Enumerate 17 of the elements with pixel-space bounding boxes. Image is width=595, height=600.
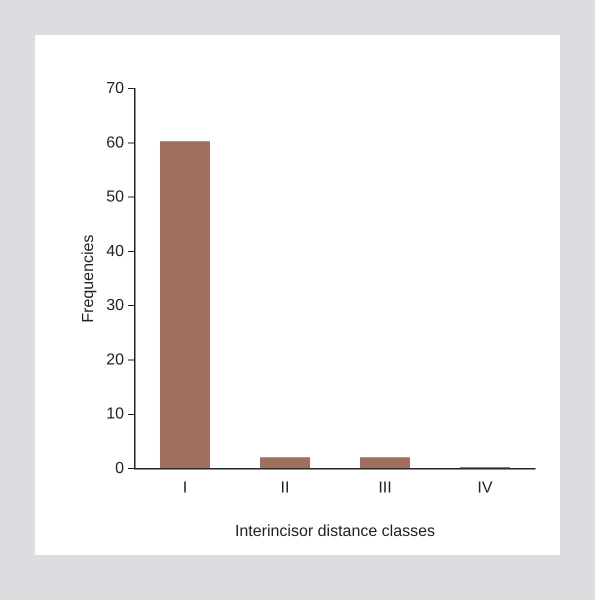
x-tick-label: III <box>378 480 392 497</box>
y-tick-label: 10 <box>106 406 124 423</box>
x-tick-label: IV <box>477 480 493 497</box>
x-tick-label: II <box>280 480 290 497</box>
y-tick-label: 30 <box>106 297 124 314</box>
x-tick-label: I <box>182 480 188 497</box>
y-tick-label: 20 <box>106 351 124 368</box>
y-tick-label: 40 <box>106 242 124 260</box>
x-axis-title: Interincisor distance classes <box>234 522 436 540</box>
bar <box>160 141 210 468</box>
y-tick-label: 70 <box>106 80 124 98</box>
y-tick-label: 0 <box>115 460 124 478</box>
y-tick-label: 60 <box>106 134 124 152</box>
bar <box>360 457 410 468</box>
y-tick-label: 50 <box>106 188 124 206</box>
y-axis-title: Frequencies <box>80 234 98 323</box>
bar <box>260 457 310 468</box>
